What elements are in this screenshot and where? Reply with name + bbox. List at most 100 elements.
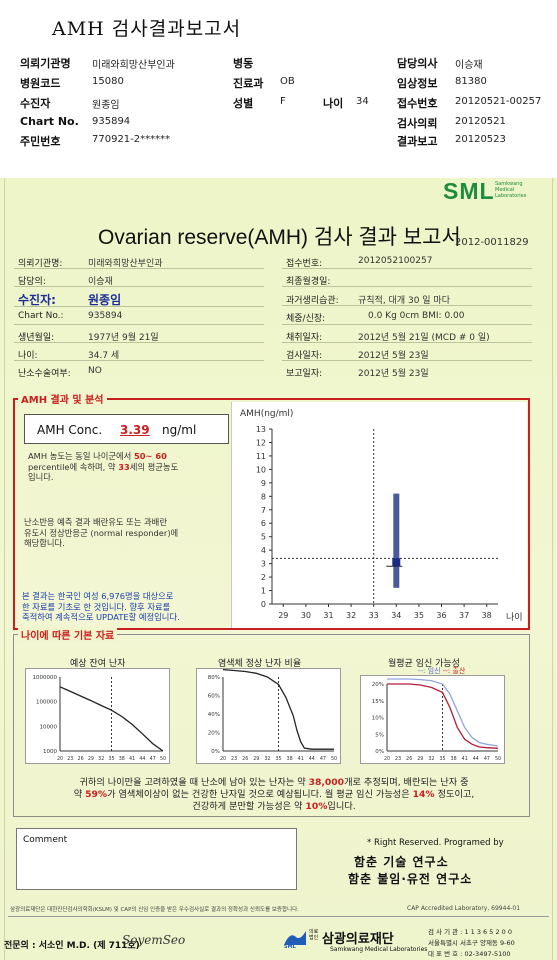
y-tick-label: 1 <box>261 587 266 596</box>
mini-x-tick-label: 38 <box>451 756 457 762</box>
info-hospital-label: 의뢰기관명: <box>18 259 63 269</box>
amh-conc-label: AMH Conc. <box>37 423 103 437</box>
equivalent-age: 33 <box>118 461 130 472</box>
resident-no-label: 주민번호 <box>20 135 61 148</box>
hospital-name-value: 미래와희망산부인과 <box>92 60 175 71</box>
amh-conc-unit: ng/ml <box>162 423 197 437</box>
mini-x-tick-label: 23 <box>231 756 237 762</box>
amh-conc-value: 3.39 <box>120 423 150 437</box>
info-rule <box>14 286 264 287</box>
hospital-code-label: 병원코드 <box>20 77 61 90</box>
info-body-label: 체중/신장: <box>286 314 326 324</box>
age-data-box <box>13 634 530 817</box>
y-tick-label: 11 <box>256 452 266 461</box>
text-fragment: 축적하여 계속적으로 UPDATE할 예정입니다. <box>22 612 180 622</box>
info-surgery-value: NO <box>88 366 102 376</box>
info-rule <box>282 268 532 269</box>
text-fragment: 약 <box>73 789 83 800</box>
info-collect-label: 채취일자: <box>286 333 323 343</box>
patient-point <box>392 558 401 567</box>
doctor-signature-label: 전문의 : 서소인 M.D. (제 711호) <box>4 941 140 951</box>
age-label: 나이 <box>323 97 344 110</box>
mini-x-tick-label: 26 <box>406 756 412 762</box>
chromosome-chart-title: 염색체 정상 난자 비율 <box>218 659 302 669</box>
info-surgery-label: 난소수술여부: <box>18 369 71 379</box>
document-title: AMH 검사결과보고서 <box>52 18 242 40</box>
sex-label: 성별 <box>233 97 254 110</box>
department-label: 진료과 <box>233 77 264 90</box>
mini-x-tick-label: 44 <box>309 756 315 762</box>
foundation-prefix: 의료법인 <box>309 929 319 941</box>
age-summary: 귀하의 나이만을 고려하였을 때 난소에 남아 있는 난자는 약 38,000개… <box>24 777 524 813</box>
x-tick-label: 36 <box>436 611 446 620</box>
y-tick-label: 0 <box>261 600 266 609</box>
mini-x-tick-label: 29 <box>88 756 94 762</box>
mini-x-tick-label: 26 <box>78 756 84 762</box>
sml-logo: SML <box>443 178 495 204</box>
foundation-name: 삼광의료재단 <box>322 932 394 947</box>
mini-x-tick-label: 47 <box>484 756 490 762</box>
x-tick-label: 33 <box>369 611 379 620</box>
text-fragment: 본 결과는 한국인 여성 6,976명을 대상으로 <box>22 591 174 601</box>
sml-logo-subtitle: Samkwang Medical Laboratories <box>495 181 527 199</box>
pregnancy-legend: --: 임신 --: 출산 <box>418 667 466 675</box>
mini-x-tick-label: 47 <box>320 756 326 762</box>
info-rule <box>282 305 532 306</box>
mini-x-tick-label: 50 <box>160 756 166 762</box>
x-tick-label: 30 <box>301 611 311 620</box>
mini-x-tick-label: 32 <box>428 756 434 762</box>
text-fragment: AMH 농도는 동일 나이군에서 <box>28 451 132 461</box>
cap-accreditation: CAP Accredited Laboratory, 69944-01 <box>407 905 521 912</box>
comment-label: Comment <box>23 835 68 845</box>
text-fragment: 개로 추정되며, 배란되는 난자 중 <box>344 777 469 788</box>
amh-response-text: 난소반응 예측 결과 배란유도 또는 과배란 유도시 정상반응군 (normal… <box>24 517 229 549</box>
clinical-info-label: 임상정보 <box>397 77 438 90</box>
x-axis-label: 나이 <box>506 612 523 623</box>
info-rule <box>14 342 264 343</box>
mini-x-tick-label: 23 <box>67 756 73 762</box>
amh-data-note: 본 결과는 한국인 여성 6,976명을 대상으로 한 자료를 기초로 한 것입… <box>22 591 232 623</box>
y-tick-label: 9 <box>261 479 266 488</box>
hospital-name-label: 의뢰기관명 <box>20 57 71 70</box>
info-doctor-value: 이승재 <box>88 277 113 287</box>
amh-result-box <box>13 398 530 630</box>
svg-text:SML: SML <box>284 944 297 949</box>
institute-name: 함춘 기술 연구소 <box>354 855 449 869</box>
mini-y-tick-label: 40% <box>208 712 220 718</box>
info-cycle-value: 규칙적, 대개 30 일 마다 <box>358 296 450 306</box>
mini-y-tick-label: 0% <box>211 749 220 755</box>
mini-y-tick-label: 20% <box>208 731 220 737</box>
y-tick-label: 6 <box>261 519 266 528</box>
info-cycle-label: 과거생리습관: <box>286 296 339 306</box>
text-fragment: 해당합니다. <box>24 538 65 548</box>
mini-x-tick-label: 29 <box>417 756 423 762</box>
rights-text: * Right Reserved. Programed by <box>367 838 504 848</box>
amh-percentile-text: AMH 농도는 동일 나이군에서 50~ 60 percentile에 속하며,… <box>28 451 228 483</box>
series-line <box>387 678 499 747</box>
mini-y-tick-label: 100000 <box>36 700 57 706</box>
y-tick-label: 3 <box>261 560 266 569</box>
pregnancy-chart: 20% 15% 10% 5% 0%20 23 26 29 32 35 38 41 44 47 50 <box>360 675 505 764</box>
mini-y-tick-label: 10000 <box>40 724 58 730</box>
text-fragment: 건강하게 분만할 가능성은 약 <box>192 801 303 812</box>
mini-x-tick-label: 20 <box>57 756 63 762</box>
mini-x-tick-label: 41 <box>129 756 135 762</box>
normal-oocyte-rate: 59% <box>85 789 108 800</box>
text-fragment: 가 염색체이상이 없는 건강한 난자일 것으로 예상됩니다. 월 평균 임신 가… <box>107 789 410 800</box>
mini-y-tick-label: 0% <box>375 749 384 755</box>
mini-x-tick-label: 38 <box>287 756 293 762</box>
receipt-no-label: 접수번호 <box>397 97 438 110</box>
info-rule <box>14 324 264 325</box>
info-receipt-value: 201205210025​7 <box>358 256 433 266</box>
patient-value: 원종임 <box>92 100 120 111</box>
birth-rate: 10% <box>305 801 328 812</box>
x-tick-label: 29 <box>278 611 288 620</box>
info-report-label: 보고일자: <box>286 369 323 379</box>
amh-section-title: AMH 결과 및 분석 <box>18 391 107 406</box>
x-tick-label: 37 <box>459 611 469 620</box>
text-fragment: 정도이고, <box>437 789 475 800</box>
mini-y-tick-label: 10% <box>372 716 384 722</box>
y-tick-label: 13 <box>256 425 266 434</box>
mini-x-tick-label: 32 <box>98 756 104 762</box>
text-fragment: 유도시 정상반응군 (normal responder)에 <box>24 527 179 538</box>
